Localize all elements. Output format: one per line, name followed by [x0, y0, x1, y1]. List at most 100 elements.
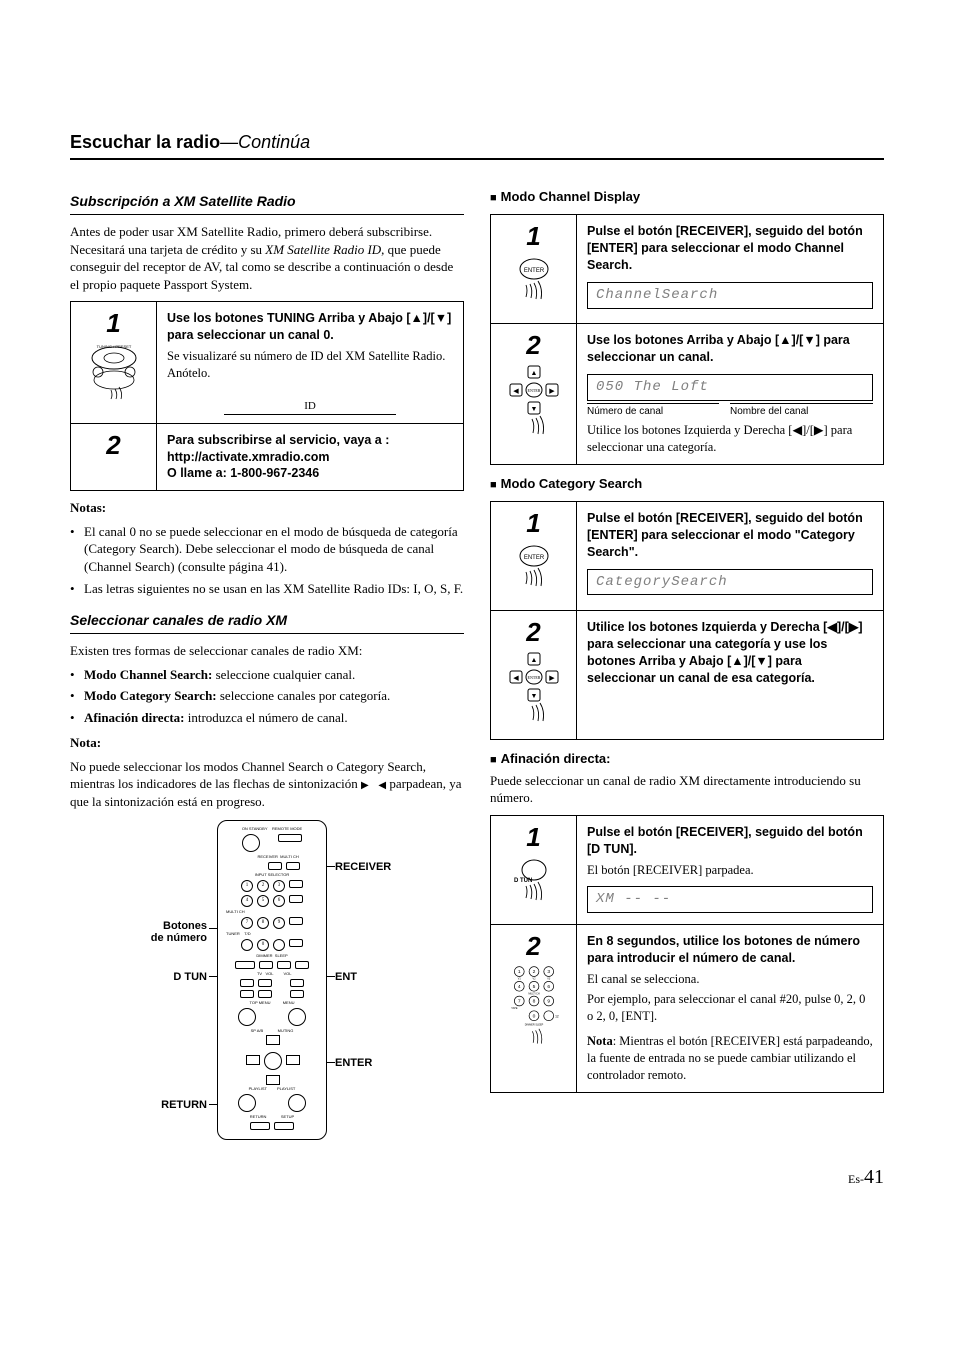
step2-line-c: O llame a: 1-800-967-2346 — [167, 465, 453, 482]
subscription-steps-table: 1 TUNING / PRESET Us — [70, 301, 464, 491]
svg-text:V1: V1 — [517, 978, 521, 981]
svg-text:ENTER: ENTER — [527, 675, 540, 680]
svg-text:▶: ▶ — [549, 387, 555, 395]
step2-line-a: Para subscribirse al servicio, vaya a : — [167, 432, 453, 449]
mode-2: Modo Category Search: seleccione canales… — [70, 687, 464, 705]
category-search-table: 1 ENTER Pulse el botón [RECEIVER], segui… — [490, 501, 884, 740]
page-number: Es-41 — [70, 1164, 884, 1191]
svg-text:TUNING / PRESET: TUNING / PRESET — [96, 344, 131, 349]
mode-3: Afinación directa: introduzca el número … — [70, 709, 464, 727]
svg-text:2: 2 — [532, 969, 535, 975]
svg-text:3: 3 — [547, 969, 550, 975]
dtun-press-icon: D TUN — [504, 856, 564, 916]
nota-2: Las letras siguientes no se usan en las … — [70, 580, 464, 598]
label-enter: ENTER — [335, 1056, 372, 1071]
cs-step1-text: Pulse el botón [RECEIVER], seguido del b… — [577, 501, 884, 610]
cs-step2-icon: 2 ▲ ▼ ◀ ▶ ENTER — [491, 610, 577, 739]
mode-1: Modo Channel Search: seleccione cualquie… — [70, 666, 464, 684]
lcd-labels: Número de canal Nombre del canal — [587, 403, 873, 419]
nota-body-2: No puede seleccionar los modos Channel S… — [70, 758, 464, 811]
svg-text:4: 4 — [517, 984, 520, 990]
step2-textcell: Para subscribirse al servicio, vaya a : … — [157, 423, 464, 491]
label-botones-numero: Botonesde número — [137, 920, 207, 944]
svg-text:0: 0 — [532, 1013, 535, 1019]
svg-text:TAPE: TAPE — [511, 1007, 518, 1010]
nota-heading-2: Nota: — [70, 734, 464, 752]
svg-text:8: 8 — [532, 998, 535, 1004]
channel-display-table: 1 ENTER Pulse el botón [RECEIVER], segui… — [490, 214, 884, 465]
af-step1-icon: 1 D TUN — [491, 815, 577, 924]
svg-text:6: 6 — [547, 984, 550, 990]
svg-text:9: 9 — [547, 998, 550, 1004]
lcd-xm: XM -- -- — [587, 886, 873, 913]
svg-text:ENTER: ENTER — [523, 555, 544, 561]
remote-body: ON STANDBY REMOTE MODE RECEIVER MULTI CH… — [217, 820, 327, 1140]
lcd-categorysearch: CategorySearch — [587, 569, 873, 596]
afinacion-intro: Puede seleccionar un canal de radio XM d… — [490, 772, 884, 807]
right-triangle-icon: ▶ — [361, 780, 369, 791]
svg-text:ENTER: ENTER — [523, 268, 544, 274]
mode-channel-display-head: ■Modo Channel Display — [490, 188, 884, 206]
af-step2-note: Nota: Mientras el botón [RECEIVER] está … — [587, 1033, 873, 1084]
notas-heading: Notas: — [70, 499, 464, 517]
tuning-dial-icon: TUNING / PRESET — [84, 342, 144, 402]
step1-body: Se visualizaré su número de ID del XM Sa… — [167, 348, 453, 382]
afinacion-table: 1 D TUN Pulse el botón [RECEIVER], segui… — [490, 815, 884, 1093]
notas-list: El canal 0 no se puede seleccionar en el… — [70, 523, 464, 597]
svg-text:◀: ◀ — [513, 674, 519, 682]
svg-text:7: 7 — [517, 998, 520, 1004]
af-step2-text: En 8 segundos, utilice los botones de nú… — [577, 924, 884, 1092]
lcd-050-loft: 050 The Loft — [587, 374, 873, 401]
cd-step1-text: Pulse el botón [RECEIVER], seguido del b… — [577, 215, 884, 324]
svg-text:1: 1 — [517, 969, 520, 975]
modes-list: Modo Channel Search: seleccione cualquie… — [70, 666, 464, 727]
step-number-1: 1 — [81, 310, 146, 336]
sel-intro: Existen tres formas de seleccionar canal… — [70, 642, 464, 660]
step-number-2: 2 — [81, 432, 146, 458]
label-return: RETURN — [137, 1098, 207, 1113]
left-column: Subscripción a XM Satellite Radio Antes … — [70, 178, 464, 1140]
subhead-seleccionar: Seleccionar canales de radio XM — [70, 611, 464, 634]
step2-iconcell: 2 — [71, 423, 157, 491]
label-dtun: D TUN — [137, 970, 207, 985]
step1-textcell: Use los botones TUNING Arriba y Abajo [▲… — [157, 302, 464, 423]
cd-step1-icon: 1 ENTER — [491, 215, 577, 324]
enter-press-icon: ENTER — [504, 255, 564, 315]
remote-diagram: Botonesde número D TUN RETURN RECEIVER E… — [137, 820, 397, 1140]
dpad-press-icon: ▲ ▼ ◀ ▶ ENTER — [504, 651, 564, 731]
svg-text:5: 5 — [532, 984, 535, 990]
svg-text:MULTI CH: MULTI CH — [528, 992, 540, 995]
svg-text:V2: V2 — [532, 978, 536, 981]
intro-paragraph: Antes de poder usar XM Satellite Radio, … — [70, 223, 464, 293]
enter-press-icon: ENTER — [504, 542, 564, 602]
cs-step1-icon: 1 ENTER — [491, 501, 577, 610]
svg-text:D TUN: D TUN — [514, 878, 532, 884]
step1-bold: Use los botones TUNING Arriba y Abajo [▲… — [167, 310, 453, 344]
cs-step2-text: Utilice los botones Izquierda y Derecha … — [577, 610, 884, 739]
af-step1-text: Pulse el botón [RECEIVER], seguido del b… — [577, 815, 884, 924]
svg-text:▼: ▼ — [530, 692, 537, 700]
nota-1: El canal 0 no se puede seleccionar en el… — [70, 523, 464, 576]
svg-text:ENTER: ENTER — [527, 388, 540, 393]
dpad-press-icon: ▲ ▼ ◀ ▶ ENTER — [504, 364, 564, 444]
page-header: Escuchar la radio—Continúa — [70, 130, 884, 160]
svg-text:◀: ◀ — [513, 387, 519, 395]
step1-iconcell: 1 TUNING / PRESET — [71, 302, 157, 423]
lcd-channelsearch: ChannelSearch — [587, 282, 873, 309]
left-triangle-icon: ◀ — [378, 780, 386, 791]
svg-text:▶: ▶ — [549, 674, 555, 682]
header-title-bold: Escuchar la radio — [70, 132, 220, 152]
step2-line-b: http://activate.xmradio.com — [167, 449, 453, 466]
label-receiver: RECEIVER — [335, 860, 391, 875]
right-column: ■Modo Channel Display 1 ENTER Pulse el b… — [490, 178, 884, 1140]
svg-text:▲: ▲ — [530, 369, 537, 377]
number-pad-icon: 1 2 3 V1 V2 V3 4 5 6 MULTI CH 7 — [504, 965, 564, 1055]
svg-text:DIMMER SLEEP: DIMMER SLEEP — [524, 1023, 543, 1026]
mode-category-search-head: ■Modo Category Search — [490, 475, 884, 493]
subhead-subscription: Subscripción a XM Satellite Radio — [70, 192, 464, 215]
cd-step2-icon: 2 ▲ ▼ ◀ ▶ ENTER — [491, 324, 577, 465]
header-title-cont: —Continúa — [220, 132, 310, 152]
mode-afinacion-head: ■Afinación directa: — [490, 750, 884, 768]
id-line: ID — [224, 396, 396, 415]
label-ent: ENT — [335, 970, 357, 985]
